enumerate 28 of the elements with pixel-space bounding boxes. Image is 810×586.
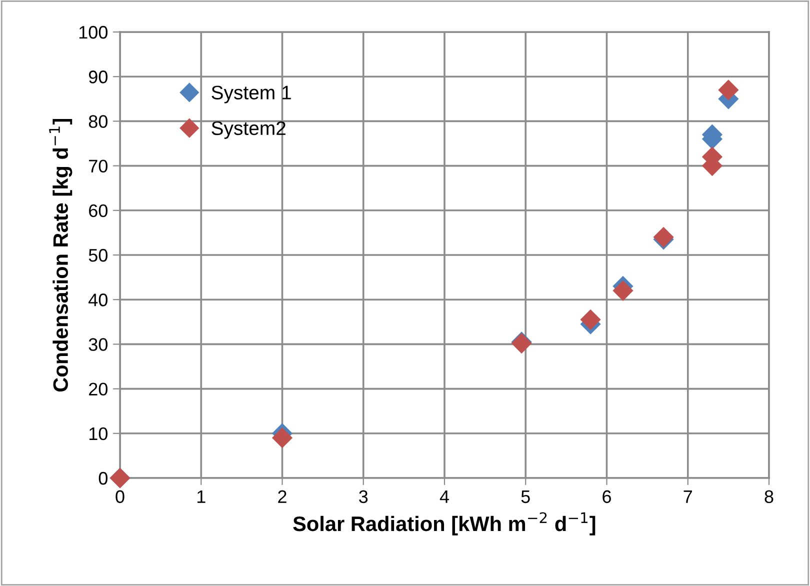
- x-tick-label: 6: [602, 490, 611, 504]
- x-tick-label: 8: [764, 490, 774, 504]
- y-tick-label: 90: [88, 70, 108, 84]
- y-tick-label: 10: [89, 427, 108, 440]
- point: [718, 80, 739, 100]
- point: [580, 309, 601, 330]
- legend-label: System2: [212, 121, 286, 139]
- y-tick-label: 100: [79, 26, 108, 39]
- x-tick-label: 2: [278, 490, 286, 503]
- y-tick-label: 50: [88, 248, 108, 262]
- point: [612, 280, 634, 301]
- point: [272, 428, 293, 448]
- x-tick-label: 1: [197, 490, 206, 503]
- y-tick-label: 60: [89, 204, 108, 218]
- y-tick-label: 80: [88, 115, 108, 128]
- legend-label: System 1: [212, 86, 291, 104]
- x-tick-label: 0: [116, 490, 124, 504]
- x-axis-title: Solar Radiation [kWh m$^{−2}$ d$^{−1}$]: [293, 512, 596, 536]
- y-tick-label: 70: [89, 160, 108, 173]
- y-tick-label: 20: [89, 382, 108, 396]
- y-tick-label: 40: [88, 294, 108, 306]
- x-tick-label: 7: [684, 490, 692, 503]
- y-axis-title: Condensation Rate [kg d$^{−1}$]: [49, 118, 72, 392]
- y-tick-label: 0: [98, 472, 108, 485]
- x-tick-label: 5: [521, 490, 530, 504]
- x-tick-label: 3: [359, 490, 368, 504]
- x-tick-label: 4: [440, 490, 449, 503]
- y-tick-label: 30: [88, 338, 108, 351]
